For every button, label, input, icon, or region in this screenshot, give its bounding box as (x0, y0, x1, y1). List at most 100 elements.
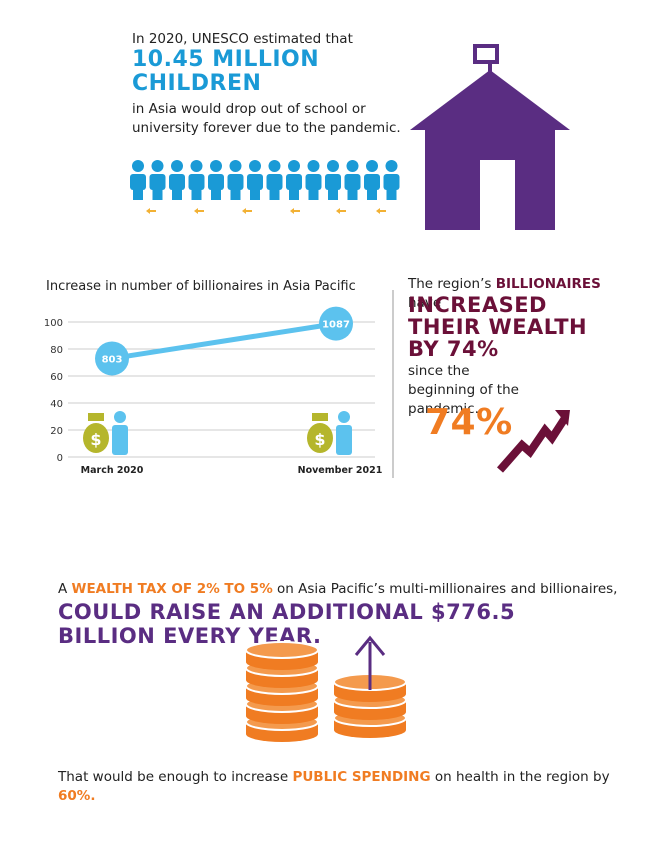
person-icon (130, 160, 146, 200)
y-tick-label: 80 (50, 345, 63, 356)
wealth-headline: INCREASED THEIR WEALTH BY 74% (408, 293, 588, 361)
body (188, 174, 205, 190)
highlight: PUBLIC SPENDING (292, 769, 431, 785)
arrow-icon (290, 208, 294, 214)
body (266, 174, 283, 190)
money-bag-icon (307, 423, 333, 453)
coin (245, 641, 319, 659)
legs (367, 188, 377, 200)
legs (191, 188, 202, 200)
person-icon (336, 425, 352, 455)
dollar-icon: $ (314, 430, 325, 449)
body (208, 174, 224, 190)
x-tick-label: March 2020 (81, 465, 144, 476)
legs (152, 188, 163, 200)
y-tick-label: 60 (50, 372, 63, 383)
coin (246, 726, 318, 742)
person-icon (112, 425, 128, 455)
intro-text: In 2020, UNESCO estimated that (132, 31, 353, 47)
head (385, 160, 398, 172)
highlight: BILLIONAIRES (495, 276, 601, 292)
coin (246, 654, 318, 670)
head (346, 160, 359, 172)
legs (386, 188, 397, 200)
body (383, 174, 400, 190)
arrow-icon (194, 208, 198, 214)
data-point (319, 306, 353, 341)
head (366, 160, 378, 172)
body (305, 174, 322, 190)
text: That would be enough to increase (58, 769, 289, 785)
body (130, 174, 146, 190)
big-percent: 74% (425, 402, 513, 443)
body (227, 174, 244, 190)
body (344, 174, 361, 190)
tax-headline: COULD RAISE AN ADDITIONAL $776.5 BILLION… (58, 600, 516, 648)
head (190, 160, 203, 172)
coin (246, 708, 318, 724)
coin (334, 704, 406, 720)
person-icon (338, 411, 350, 423)
text: have (408, 295, 442, 311)
text: The region’s (408, 276, 492, 292)
body (364, 174, 380, 190)
person-icon (169, 160, 185, 200)
tax-lead: A WEALTH TAX OF 2% TO 5% on Asia Pacific… (58, 580, 618, 599)
money-bag-icon (83, 423, 109, 453)
body (149, 174, 166, 190)
head (132, 160, 144, 172)
person-icon (383, 160, 400, 200)
person-icon (227, 160, 244, 200)
person-icon (188, 160, 205, 200)
person-icon (208, 160, 224, 200)
highlight: WEALTH TAX OF 2% TO 5% (71, 581, 273, 597)
highlight: 60%. (58, 788, 96, 804)
data-label: 803 (102, 354, 123, 365)
house-icon (410, 44, 570, 230)
head (268, 160, 281, 172)
body (286, 174, 302, 190)
legs (328, 188, 338, 200)
person-icon (286, 160, 302, 200)
dollar-icon: $ (90, 430, 101, 449)
coins (245, 641, 407, 742)
up-arrow (354, 635, 386, 690)
legs (250, 188, 260, 200)
person-icon (114, 411, 126, 423)
arrow-icon (336, 208, 340, 214)
legs (308, 188, 319, 200)
wealth-body: since the beginning of the pandemic. (408, 363, 519, 417)
y-tick-label: 100 (44, 318, 63, 329)
arrow-icon (242, 208, 246, 214)
data-point (95, 341, 129, 376)
legs (230, 188, 241, 200)
text: A (58, 581, 68, 597)
legs (133, 188, 143, 200)
data-label: 1087 (322, 320, 350, 331)
body (325, 174, 341, 190)
money-bag-icon (312, 413, 328, 421)
head (151, 160, 164, 172)
footer-text: That would be enough to increase PUBLIC … (58, 768, 638, 806)
legs (269, 188, 280, 200)
coin (246, 672, 318, 688)
coin (246, 690, 318, 706)
head (171, 160, 183, 172)
person-icon (325, 160, 341, 200)
head (229, 160, 242, 172)
person-icon (344, 160, 361, 200)
text: on Asia Pacific’s multi-millionaires and… (277, 581, 618, 597)
head (307, 160, 320, 172)
head (288, 160, 300, 172)
coin (334, 686, 406, 702)
legs (347, 188, 358, 200)
arrow-icon (146, 208, 150, 214)
y-tick-label: 20 (50, 426, 63, 437)
y-tick-label: 40 (50, 399, 63, 410)
body (169, 174, 185, 190)
body-text: in Asia would drop out of school or univ… (132, 101, 401, 136)
person-icon (247, 160, 263, 200)
head (210, 160, 222, 172)
